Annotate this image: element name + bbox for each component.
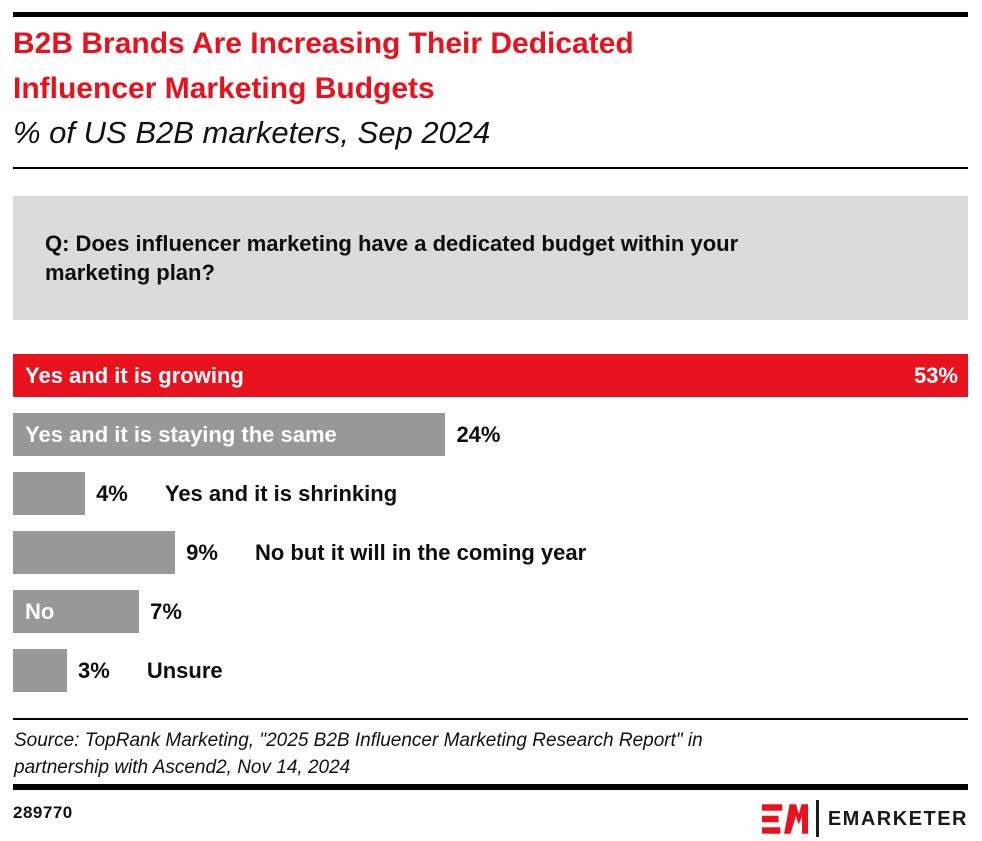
bar: [13, 531, 176, 574]
survey-question-line1: Q: Does influencer marketing have a dedi…: [45, 231, 739, 256]
page-title-line1: B2B Brands Are Increasing Their Dedicate…: [13, 27, 634, 60]
bar-row-unsure: 3% Unsure: [13, 649, 968, 692]
value-label: 53%: [913, 362, 958, 388]
bar: [13, 472, 86, 515]
survey-question-line2: marketing plan?: [45, 260, 215, 285]
source-note: Source: TopRank Marketing, "2025 B2B Inf…: [14, 727, 824, 781]
emarketer-wordmark: EMARKETER: [827, 807, 968, 830]
bar-row-no-but-coming-year: 9% No but it will in the coming year: [13, 531, 968, 574]
emarketer-logo-mark-icon: [761, 803, 808, 834]
bar-label: Yes and it is growing: [25, 362, 244, 388]
chart-subtitle: % of US B2B marketers, Sep 2024: [13, 115, 491, 150]
bar: Yes and it is staying the same: [13, 413, 446, 456]
source-divider: [13, 718, 968, 720]
bar-row-yes-growing: Yes and it is growing 53%: [13, 354, 968, 397]
bar: [13, 649, 68, 692]
chart-id: 289770: [13, 803, 73, 822]
survey-question-box: Q: Does influencer marketing have a dedi…: [13, 196, 968, 320]
value-label: 9%: [186, 539, 218, 565]
logo-divider: [815, 800, 819, 837]
page-title-line2: Influencer Marketing Budgets: [13, 72, 435, 105]
emarketer-logo: EMARKETER: [761, 800, 968, 837]
bar: Yes and it is growing 53%: [13, 354, 968, 397]
value-label: 7%: [150, 598, 182, 624]
bar-row-yes-same: Yes and it is staying the same 24%: [13, 413, 968, 456]
header-divider: [13, 167, 968, 169]
footer-rule: [13, 784, 968, 790]
bar-row-no: No 7%: [13, 590, 968, 633]
value-label: 24%: [456, 421, 501, 447]
page-title: B2B Brands Are Increasing Their Dedicate…: [13, 21, 893, 111]
value-label: 3%: [78, 657, 110, 683]
top-rule: [13, 12, 968, 17]
value-label: 4%: [96, 480, 128, 506]
survey-question-text: Q: Does influencer marketing have a dedi…: [45, 229, 738, 287]
bar: No: [13, 590, 140, 633]
source-line1: Source: TopRank Marketing, "2025 B2B Inf…: [14, 730, 703, 751]
bar-label: No: [25, 598, 55, 624]
bar-label: Yes and it is shrinking: [164, 480, 398, 506]
bar-label: No but it will in the coming year: [254, 539, 587, 565]
bar-label: Unsure: [146, 657, 223, 683]
bar-row-yes-shrinking: 4% Yes and it is shrinking: [13, 472, 968, 515]
source-line2: partnership with Ascend2, Nov 14, 2024: [14, 757, 351, 778]
bar-label: Yes and it is staying the same: [25, 421, 337, 447]
